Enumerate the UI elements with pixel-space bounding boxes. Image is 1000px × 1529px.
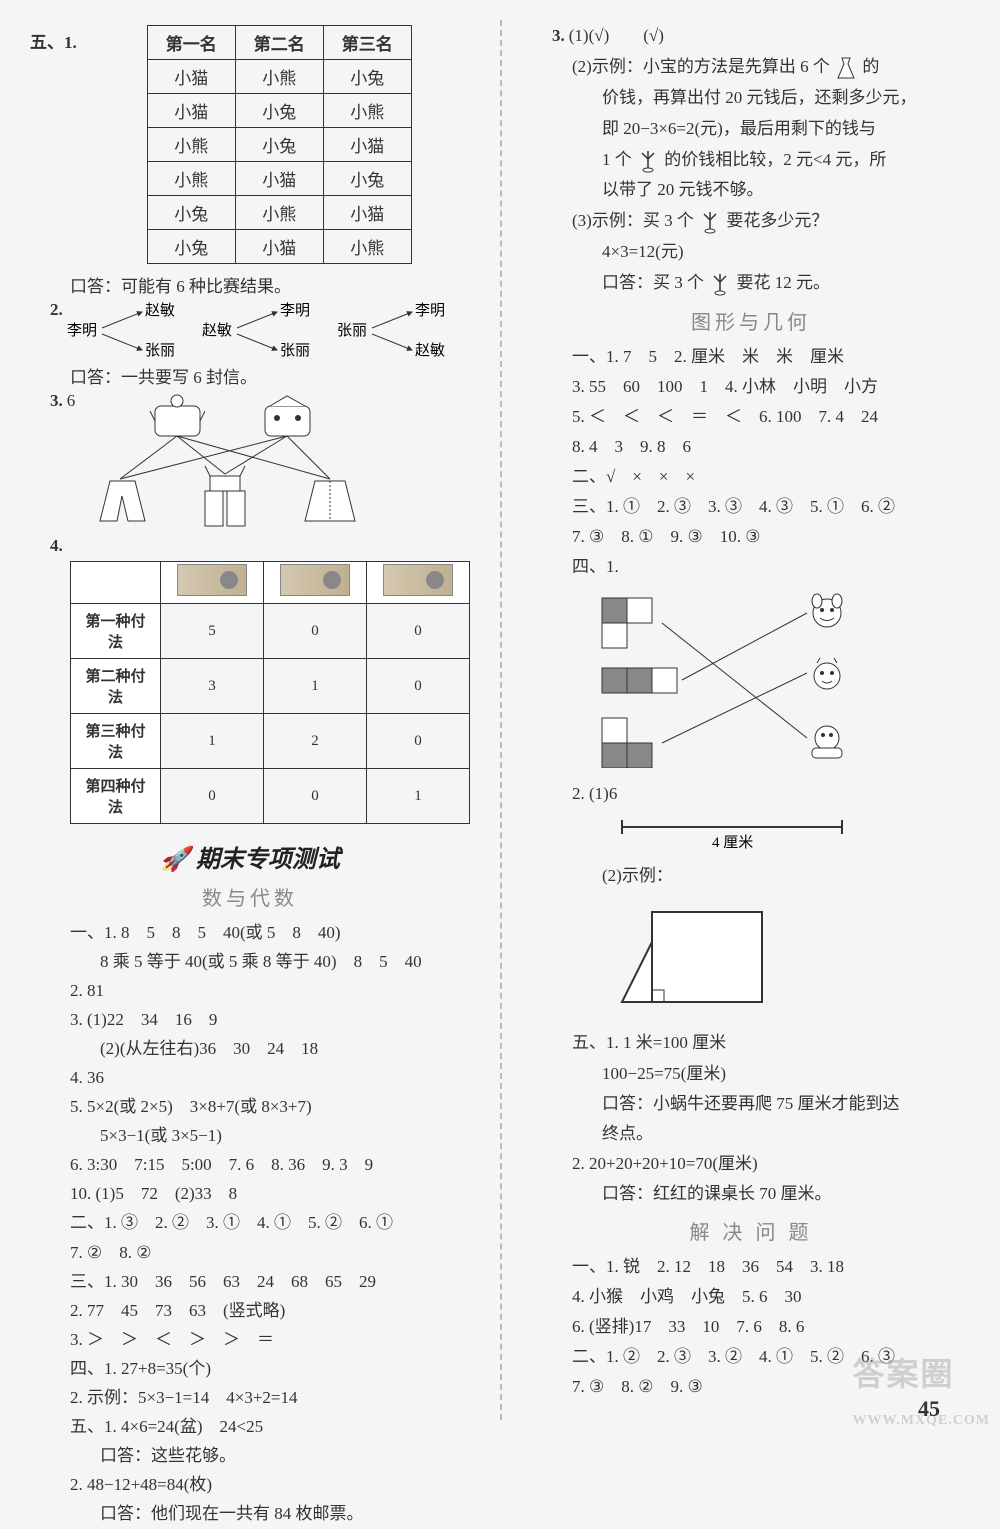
sec-a-answers: 一、1. 8 5 8 5 40(或 5 8 40) 8 乘 5 等于 40(或 … — [40, 919, 470, 1528]
q5-4-num: 4. — [50, 536, 63, 556]
q5-1-answer: 口答：可能有 6 种比赛结果。 — [70, 272, 470, 297]
q3-block: 3.(1)(√) (√) (2)示例：小宝的方法是先算出 6 个 的 价钱，再算… — [552, 22, 970, 298]
plant-icon-3 — [708, 272, 732, 296]
svg-text:张丽: 张丽 — [337, 322, 367, 339]
sec-a-title: 数与代数 — [30, 882, 470, 911]
svg-text:张丽: 张丽 — [145, 342, 175, 359]
svg-text:赵敏: 赵敏 — [202, 322, 232, 339]
plant-icon-2 — [698, 210, 722, 234]
column-divider — [500, 20, 502, 1420]
block-match-diagram — [582, 588, 882, 768]
q5-2-answer: 口答：一共要写 6 封信。 — [70, 363, 470, 388]
test-title: 🚀期末专项测试 — [30, 839, 470, 874]
number-line-4cm: 4 厘米 — [612, 815, 862, 850]
svg-text:李明: 李明 — [67, 322, 97, 339]
q5-3-num: 3. — [50, 391, 63, 411]
sec-b-5: 五、1. 1 米=100 厘米 100−25=75(厘米) 口答：小蜗牛还要再爬… — [542, 1029, 970, 1207]
ranking-table: 第一名 第二名 第三名 小猫小熊小兔 小猫小兔小熊 小熊小兔小猫 小熊小猫小兔 … — [147, 25, 412, 264]
money-icon-3 — [383, 564, 453, 596]
q5-3-value: 6 — [67, 391, 76, 411]
sec-c-title: 解 决 问 题 — [532, 1216, 970, 1245]
svg-text:张丽: 张丽 — [280, 342, 310, 359]
sec-b-4-2: 2. (1)6 — [542, 780, 970, 808]
money-icon-1 — [177, 564, 247, 596]
dress-icon — [834, 56, 858, 80]
rank-h3: 第三名 — [323, 26, 411, 60]
svg-text:李明: 李明 — [415, 302, 445, 319]
sec-b-title: 图形与几何 — [532, 306, 970, 335]
svg-text:李明: 李明 — [280, 302, 310, 319]
payment-table: 第一种付法500 第二种付法310 第三种付法120 第四种付法001 — [70, 561, 470, 824]
sec-b-4-2b: (2)示例： — [542, 862, 970, 890]
money-icon-2 — [280, 564, 350, 596]
plant-icon — [636, 149, 660, 173]
svg-text:赵敏: 赵敏 — [145, 302, 175, 319]
clothes-matching-diagram — [85, 391, 385, 531]
svg-text:4 厘米: 4 厘米 — [712, 834, 753, 850]
q5-2-num: 2. — [50, 300, 63, 360]
letter-arrows-diagram: 李明 赵敏 张丽 赵敏 李明 张丽 张丽 李明 赵敏 — [67, 300, 447, 360]
rank-h2: 第二名 — [235, 26, 323, 60]
rank-h1: 第一名 — [147, 26, 235, 60]
page-number: 45 — [918, 1396, 940, 1422]
shape-example-diagram — [612, 902, 792, 1012]
section-five-one: 五、1. — [30, 28, 77, 53]
rocket-icon: 🚀 — [160, 847, 190, 873]
svg-text:赵敏: 赵敏 — [415, 342, 445, 359]
sec-b-answers: 一、1. 7 5 2. 厘米 米 米 厘米 3. 55 60 100 1 4. … — [542, 343, 970, 581]
